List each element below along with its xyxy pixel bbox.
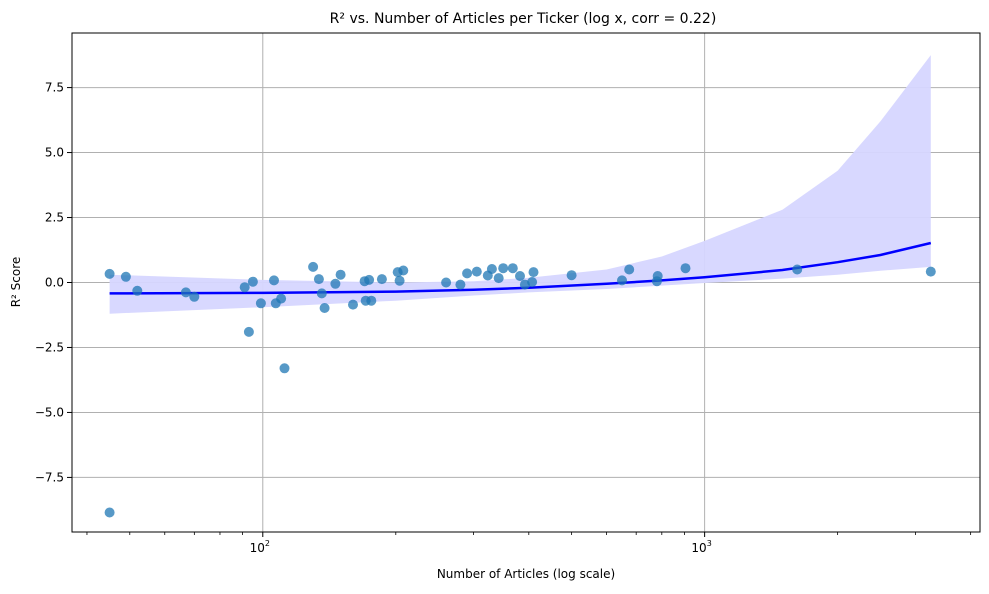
y-tick-label: −5.0 <box>35 405 64 419</box>
data-point <box>366 295 377 306</box>
data-point <box>255 298 266 309</box>
data-point <box>243 326 254 337</box>
data-point <box>617 275 627 286</box>
data-point <box>313 274 324 285</box>
data-point <box>104 507 115 518</box>
data-point <box>104 268 115 279</box>
confidence-band-layer <box>109 55 931 314</box>
fit-line-layer <box>109 241 932 295</box>
data-point <box>507 263 518 274</box>
data-point <box>376 274 387 285</box>
x-axis-label: Number of Articles (log scale) <box>437 567 615 581</box>
data-point <box>566 270 577 281</box>
data-point <box>189 291 200 302</box>
data-point <box>528 267 539 278</box>
data-point <box>279 363 290 374</box>
x-tick-label: 102 <box>250 539 270 555</box>
regression-line <box>109 241 932 295</box>
y-tick-label: 5.0 <box>45 146 64 160</box>
data-point <box>680 263 691 274</box>
data-point <box>498 263 509 274</box>
data-point <box>308 261 319 272</box>
chart-title: R² vs. Number of Articles per Ticker (lo… <box>330 11 717 27</box>
data-point <box>180 287 191 298</box>
data-point <box>398 265 409 276</box>
data-point <box>486 264 497 274</box>
data-point <box>276 293 287 304</box>
axis-ticks: 102 103 7.5 5.0 2.5 0.0 −2.5 −5.0 −7.5 <box>35 81 972 555</box>
data-point <box>239 282 250 293</box>
points-layer <box>104 261 936 518</box>
y-tick-label: 7.5 <box>45 81 64 95</box>
y-axis-label: R² Score <box>9 257 23 308</box>
y-tick-label: 2.5 <box>45 211 64 225</box>
data-point <box>624 264 635 275</box>
data-point <box>269 275 279 286</box>
data-point <box>335 269 346 280</box>
y-tick-label: 0.0 <box>45 276 64 290</box>
data-point <box>132 285 143 296</box>
data-point <box>455 279 466 290</box>
data-point <box>330 278 341 289</box>
data-point <box>462 268 473 279</box>
data-point <box>120 271 131 282</box>
data-point <box>792 264 803 275</box>
data-point <box>319 303 330 313</box>
confidence-band <box>109 55 931 314</box>
y-tick-label: −2.5 <box>35 340 64 354</box>
data-point <box>925 266 936 277</box>
x-tick-label: 103 <box>691 539 711 555</box>
data-point <box>652 271 663 281</box>
data-point <box>316 288 327 299</box>
data-point <box>247 276 258 287</box>
y-tick-label: −7.5 <box>35 470 64 484</box>
data-point <box>348 299 358 310</box>
data-point <box>527 277 538 287</box>
data-point <box>364 274 375 285</box>
data-point <box>441 277 452 288</box>
data-point <box>493 273 504 284</box>
data-point <box>394 275 405 286</box>
data-point <box>515 271 525 281</box>
data-point <box>471 266 482 277</box>
